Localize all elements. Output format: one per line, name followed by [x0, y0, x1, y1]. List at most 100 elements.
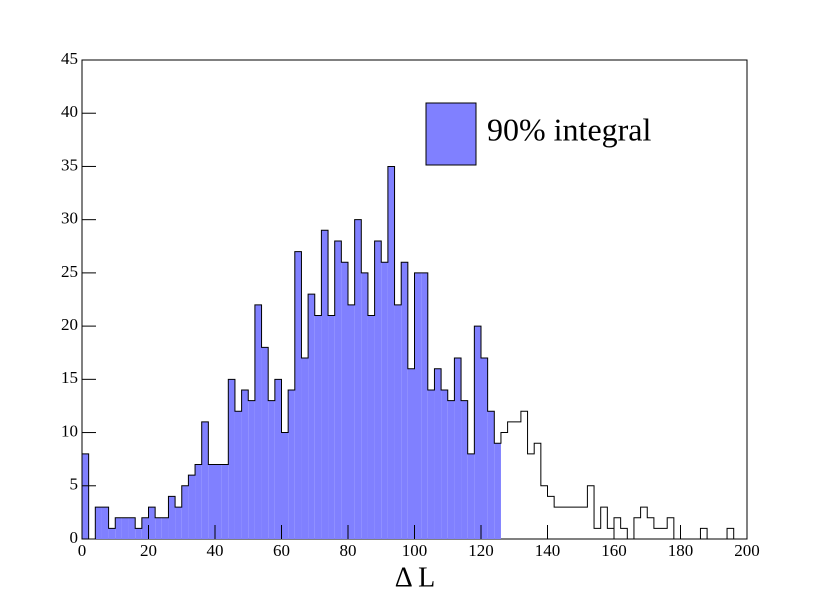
bar — [554, 507, 561, 539]
bar — [441, 389, 448, 539]
bar — [354, 219, 362, 539]
bar — [421, 272, 428, 539]
x-tick-label: 200 — [734, 541, 760, 560]
y-tick-label: 5 — [70, 475, 79, 494]
bar — [201, 421, 209, 539]
y-tick-label: 40 — [61, 102, 78, 121]
bar — [294, 251, 302, 539]
bar — [381, 262, 388, 539]
y-tick-label: 20 — [61, 315, 78, 334]
bar — [141, 517, 149, 539]
x-tick-label: 80 — [340, 541, 357, 560]
bar — [534, 443, 541, 539]
bar — [115, 517, 122, 539]
bar — [148, 507, 156, 539]
bar — [447, 400, 455, 539]
bar — [467, 453, 475, 539]
bar — [208, 464, 215, 539]
bar — [387, 166, 395, 539]
bar — [654, 528, 661, 539]
bar — [607, 528, 614, 539]
bar — [108, 528, 116, 539]
y-tick-label: 30 — [61, 209, 78, 228]
bar — [501, 433, 508, 539]
bar — [567, 507, 574, 539]
bar — [334, 240, 342, 539]
bar — [587, 486, 594, 539]
bar — [700, 528, 707, 539]
bar — [95, 507, 102, 539]
bar — [548, 496, 555, 539]
bar — [261, 347, 269, 539]
bar — [321, 230, 329, 540]
bar — [407, 368, 415, 539]
bar — [348, 304, 355, 539]
bar — [215, 464, 222, 539]
bar — [594, 528, 601, 539]
x-tick-label: 20 — [140, 541, 157, 560]
bar — [461, 400, 468, 539]
bar — [581, 507, 588, 539]
bar — [374, 240, 382, 539]
bar — [561, 507, 568, 539]
x-tick-label: 120 — [468, 541, 494, 560]
y-tick-label: 15 — [61, 368, 78, 387]
bar — [181, 485, 189, 539]
bar — [301, 358, 309, 539]
bar — [481, 358, 488, 539]
x-tick-label: 180 — [668, 541, 694, 560]
bar — [361, 272, 368, 539]
bar — [574, 507, 581, 539]
bar — [641, 507, 648, 539]
bar — [254, 304, 262, 539]
bar — [248, 400, 255, 539]
x-tick-label: 100 — [402, 541, 428, 560]
bar — [621, 528, 628, 539]
legend-swatch — [425, 102, 477, 166]
bar — [541, 486, 548, 539]
bar — [308, 294, 315, 539]
bar — [328, 315, 335, 539]
bar — [514, 422, 521, 539]
bar — [121, 517, 129, 539]
bar — [168, 496, 176, 539]
bar — [314, 315, 322, 539]
bar — [667, 518, 674, 539]
y-tick-label: 35 — [61, 155, 78, 174]
histogram-outline — [81, 165, 747, 540]
bar — [394, 304, 402, 539]
bar — [195, 464, 202, 539]
bar — [161, 517, 169, 539]
bar — [508, 422, 515, 539]
bar — [487, 411, 495, 539]
bar — [234, 411, 242, 539]
bar — [341, 262, 348, 539]
bar — [494, 443, 501, 539]
bar — [188, 475, 196, 539]
x-tick-label: 0 — [78, 541, 87, 560]
bar — [175, 507, 182, 539]
bar — [528, 454, 535, 539]
x-tick-label: 40 — [207, 541, 224, 560]
bar — [281, 432, 289, 539]
bar — [414, 272, 422, 539]
x-tick-label: 60 — [273, 541, 290, 560]
bar — [288, 389, 295, 539]
bar — [268, 400, 275, 539]
bar — [474, 326, 481, 539]
bar — [661, 528, 668, 539]
bar — [454, 358, 462, 539]
y-tick-label: 10 — [61, 421, 78, 440]
x-tick-label: 160 — [601, 541, 627, 560]
bar — [521, 411, 528, 539]
bar — [155, 517, 162, 539]
bar — [82, 453, 89, 539]
bar — [241, 389, 249, 539]
y-tick-label: 25 — [61, 262, 78, 281]
bar — [727, 528, 734, 539]
bar — [401, 262, 408, 539]
bar — [614, 518, 621, 539]
bar — [128, 517, 136, 539]
bar — [434, 368, 442, 539]
x-tick-label: 140 — [535, 541, 561, 560]
